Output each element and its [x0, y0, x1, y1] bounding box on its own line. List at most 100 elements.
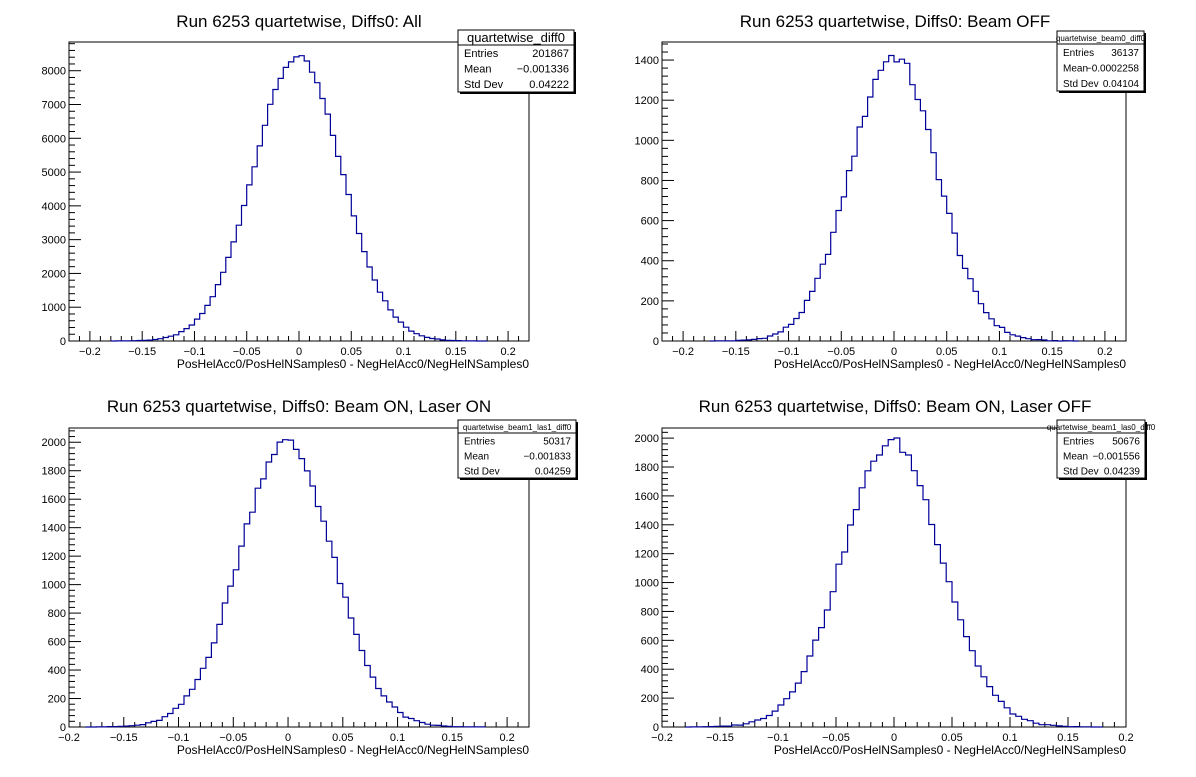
plot-frame	[661, 427, 1127, 728]
stats-name: quartetwise_beam1_las0_diff0	[1047, 423, 1156, 432]
y-tick-label: 200	[641, 693, 659, 705]
histogram-series	[685, 437, 1103, 728]
y-tick-label: 400	[641, 664, 659, 676]
x-tick-label: 0.1	[390, 732, 405, 744]
y-tick-label: 6000	[42, 133, 66, 145]
y-tick-label: 600	[641, 635, 659, 647]
x-tick-label: −0.05	[822, 732, 850, 744]
stats-box-frame	[457, 29, 575, 93]
stats-label: Mean	[464, 452, 489, 463]
stats-box-frame	[1056, 419, 1146, 479]
y-tick-label: 1000	[42, 580, 66, 592]
stats-value: 50676	[1112, 437, 1140, 448]
x-axis-label: PosHelAcc0/PosHelNSamples0 - NegHelAcc0/…	[177, 357, 529, 371]
stats-value: −0.001556	[1092, 452, 1140, 463]
stats-box-frame	[1056, 30, 1145, 92]
stats-box: quartetwise_beam1_las1_diff0 Entries 50317…	[457, 419, 578, 480]
y-tick-label: 1600	[42, 494, 66, 506]
stats-label: Entries	[464, 48, 499, 60]
x-tick-label: 0.15	[445, 346, 466, 358]
histogram-pad-1: Run 6253 quartetwise, Diffs0: All −0.2 −0.…	[42, 12, 576, 371]
y-tick-label: 800	[48, 608, 66, 620]
stats-label: Entries	[1063, 437, 1094, 448]
stats-box: quartetwise_beam0_diff0 Entries 36137 Mean−…	[1056, 30, 1146, 93]
chart-title: Run 6253 quartetwise, Diffs0: All	[176, 12, 421, 31]
stats-label: Std Dev	[1063, 467, 1099, 478]
histogram-pad-2: Run 6253 quartetwise, Diffs0: Beam OFF −0…	[635, 12, 1146, 371]
stats-name: quartetwise_diff0	[467, 30, 565, 45]
stats-label: Std Dev	[464, 467, 500, 478]
stats-value: 36137	[1111, 48, 1139, 59]
stats-value: −0.0002258	[1086, 64, 1140, 75]
y-tick-label: 1200	[635, 549, 659, 561]
y-tick-label: 0	[60, 722, 66, 734]
x-tick-label: −0.1	[767, 732, 789, 744]
x-tick-label: 0	[296, 346, 302, 358]
y-tick-label: 5000	[42, 167, 66, 179]
x-axis-label: PosHelAcc0/PosHelNSamples0 - NegHelAcc0/…	[774, 357, 1126, 371]
y-tick-label: 1400	[42, 523, 66, 535]
x-tick-label: 0.1	[992, 346, 1007, 358]
y-tick-label: 800	[641, 606, 659, 618]
chart-title: Run 6253 quartetwise, Diffs0: Beam ON, L…	[699, 397, 1092, 416]
x-tick-label: −0.05	[827, 346, 855, 358]
y-tick-label: 400	[48, 665, 66, 677]
y-tick-label: 4000	[42, 201, 66, 213]
x-tick-label: 0.1	[396, 346, 411, 358]
y-tick-label: 200	[641, 296, 659, 308]
x-tick-label: 0	[891, 346, 897, 358]
x-tick-label: 0.2	[500, 346, 515, 358]
stats-value: 0.04259	[535, 467, 572, 478]
stats-box-frame	[457, 419, 577, 479]
stats-value: 0.04104	[1103, 79, 1140, 90]
y-tick-label: 8000	[42, 66, 66, 78]
x-tick-label: 0	[285, 732, 291, 744]
y-tick-label: 200	[48, 694, 66, 706]
x-tick-label: 0.1	[1002, 732, 1017, 744]
stats-label: Std Dev	[1063, 79, 1099, 90]
x-tick-label: −0.15	[722, 346, 750, 358]
y-tick-label: 1400	[635, 55, 659, 67]
x-tick-label: 0.2	[1118, 732, 1133, 744]
stats-name: quartetwise_beam0_diff0	[1056, 34, 1146, 43]
stats-label: Std Dev	[464, 79, 504, 91]
stats-label: Mean	[1063, 452, 1088, 463]
y-tick-label: 1200	[635, 95, 659, 107]
stats-value: −0.001833	[523, 452, 571, 463]
x-tick-label: −0.1	[168, 732, 190, 744]
x-tick-label: 0.05	[941, 732, 962, 744]
stats-box: quartetwise_beam1_las0_diff0 Entries 50676…	[1047, 419, 1156, 480]
x-tick-label: 0.15	[442, 732, 463, 744]
y-tick-label: 2000	[635, 433, 659, 445]
stats-value: 50317	[543, 437, 571, 448]
histogram-series	[85, 439, 486, 728]
histogram-pad-3: Run 6253 quartetwise, Diffs0: Beam ON, L…	[42, 397, 578, 757]
stats-box: quartetwise_diff0 Entries 201867 Mean −0.001…	[457, 29, 576, 94]
x-tick-label: −0.2	[79, 346, 101, 358]
y-tick-label: 1200	[42, 551, 66, 563]
x-tick-label: −0.2	[58, 732, 80, 744]
x-tick-label: −0.2	[672, 346, 694, 358]
x-tick-label: −0.15	[110, 732, 138, 744]
y-tick-label: 1800	[635, 462, 659, 474]
x-axis-label: PosHelAcc0/PosHelNSamples0 - NegHelAcc0/…	[177, 743, 529, 757]
x-tick-label: 0.2	[1097, 346, 1112, 358]
x-tick-label: −0.2	[651, 732, 673, 744]
y-tick-label: 2000	[42, 437, 66, 449]
x-tick-label: −0.1	[184, 346, 206, 358]
x-tick-label: −0.15	[128, 346, 156, 358]
chart-title: Run 6253 quartetwise, Diffs0: Beam OFF	[740, 12, 1051, 31]
stats-label: Entries	[464, 437, 495, 448]
x-tick-label: 0.15	[1041, 346, 1062, 358]
y-tick-label: 400	[641, 256, 659, 268]
stats-value: 0.04222	[529, 79, 569, 91]
y-tick-label: 3000	[42, 235, 66, 247]
x-tick-label: 0.15	[1057, 732, 1078, 744]
y-tick-label: 0	[60, 336, 66, 348]
histogram-series	[709, 54, 1079, 342]
y-tick-label: 1800	[42, 466, 66, 478]
stats-name: quartetwise_beam1_las1_diff0	[463, 423, 572, 432]
chart-title: Run 6253 quartetwise, Diffs0: Beam ON, L…	[107, 397, 491, 416]
x-tick-label: −0.05	[219, 732, 247, 744]
stats-label: Entries	[1063, 48, 1094, 59]
